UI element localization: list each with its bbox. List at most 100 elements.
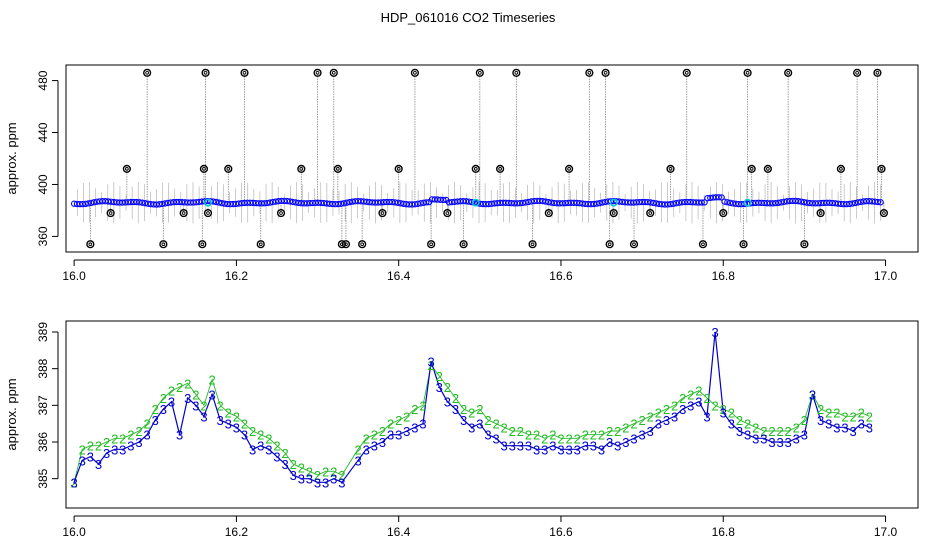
series-3-point: 3 [476,417,483,432]
series-2-point: 2 [241,417,248,432]
series-2-point: 2 [428,358,435,373]
series-2-point: 2 [598,428,605,443]
series-2-point: 2 [306,464,313,479]
series-3-point: 3 [728,417,735,432]
series-3-point: 3 [614,439,621,454]
series-3-point: 3 [533,442,540,457]
y-tick-label: 360 [36,226,50,246]
series-3-point: 3 [119,442,126,457]
spike-marker [475,68,484,77]
top-data-layer [70,68,889,249]
baseline-point [462,198,470,205]
spike-marker-inner [340,242,344,247]
series-3-point: 3 [509,439,516,454]
series-3-point: 3 [768,435,775,450]
series-2-point: 2 [119,431,126,446]
spike-marker [601,68,610,77]
x-tick-label: 16.6 [549,525,573,539]
series-3-point: 3 [257,439,264,454]
series-3-point: 3 [825,417,832,432]
series-3-point: 3 [866,420,873,435]
spike-marker-inner [882,211,886,215]
spike-marker [585,68,594,77]
cyan-marker [204,198,212,207]
spike-marker-inner [331,70,336,75]
series-2-point: 2 [866,409,873,424]
series-2-point: 2 [793,420,800,435]
spike-marker-inner [335,167,340,171]
spike-marker-inner [344,242,348,247]
series-3-point: 3 [817,413,824,428]
series-2-point: 2 [712,398,719,413]
series-3-point: 3 [265,442,272,457]
series-2-point: 2 [200,398,207,413]
series-3-point: 3 [281,457,288,472]
spike-marker-inner [242,70,247,75]
series-3-point: 3 [752,431,759,446]
baseline-point [778,199,785,206]
spike-marker-inner [855,70,859,75]
bottom-y-axis-label: approx. ppm [4,378,19,450]
series-3-point: 3 [517,439,524,454]
series-3-point: 3 [387,428,394,443]
series-2-point: 2 [460,402,467,417]
x-tick-label: 16.4 [387,269,411,283]
series-2-point: 2 [160,391,167,406]
spike-marker [333,164,342,173]
series-3-point: 3 [184,391,191,406]
baseline-point [849,200,856,207]
series-3-line [73,331,870,484]
series-2-point: 2 [281,446,288,461]
spike-marker [784,68,793,77]
baseline-point [596,199,603,207]
series-3-point: 3 [322,475,329,490]
spike-marker [528,240,537,249]
series-3-point: 3 [793,431,800,446]
spike-marker [159,240,168,249]
spike-marker [544,208,553,218]
spike-marker [743,68,752,77]
series-2-point: 2 [703,391,710,406]
spike-marker-inner [611,211,616,215]
series-2-point: 2 [647,409,654,424]
series-3-point: 3 [306,472,313,487]
spike-marker-inner [587,70,592,75]
baseline-point [698,199,705,206]
spike-marker [836,164,846,173]
series-2-point: 2 [590,428,597,443]
series-2-point: 2 [728,406,735,421]
baseline-point [394,199,402,206]
spike-marker-inner [203,70,208,75]
series-2-point: 2 [387,417,394,432]
baseline-point [139,199,146,206]
series-2-point: 2 [395,413,402,428]
series-3-point: 3 [444,395,451,410]
series-2-point: 2 [452,391,459,406]
series-3-point: 3 [858,417,865,432]
baseline-point [650,199,657,207]
spike-marker [816,208,825,218]
spike-marker-inner [818,211,823,215]
baseline-point [857,198,864,206]
series-3-point: 3 [436,380,443,395]
bottom-plot-frame [65,320,919,509]
series-2-point: 2 [614,424,621,439]
series-3-point: 3 [127,439,134,454]
series-3-point: 3 [590,439,597,454]
series-2-point: 2 [776,424,783,439]
series-2-point: 2 [533,428,540,443]
spike-marker [471,164,480,173]
baseline-point [673,200,680,207]
spike-marker [873,68,882,77]
spike-marker-inner [125,167,129,171]
series-3-point: 3 [679,402,686,417]
baseline-point [664,201,671,208]
baseline-point [729,200,737,207]
series-2-point: 2 [825,406,832,421]
baseline-point [417,200,424,207]
spike-marker-inner [473,167,478,171]
y-tick-label: 386 [36,432,50,452]
series-3-point: 3 [541,442,548,457]
